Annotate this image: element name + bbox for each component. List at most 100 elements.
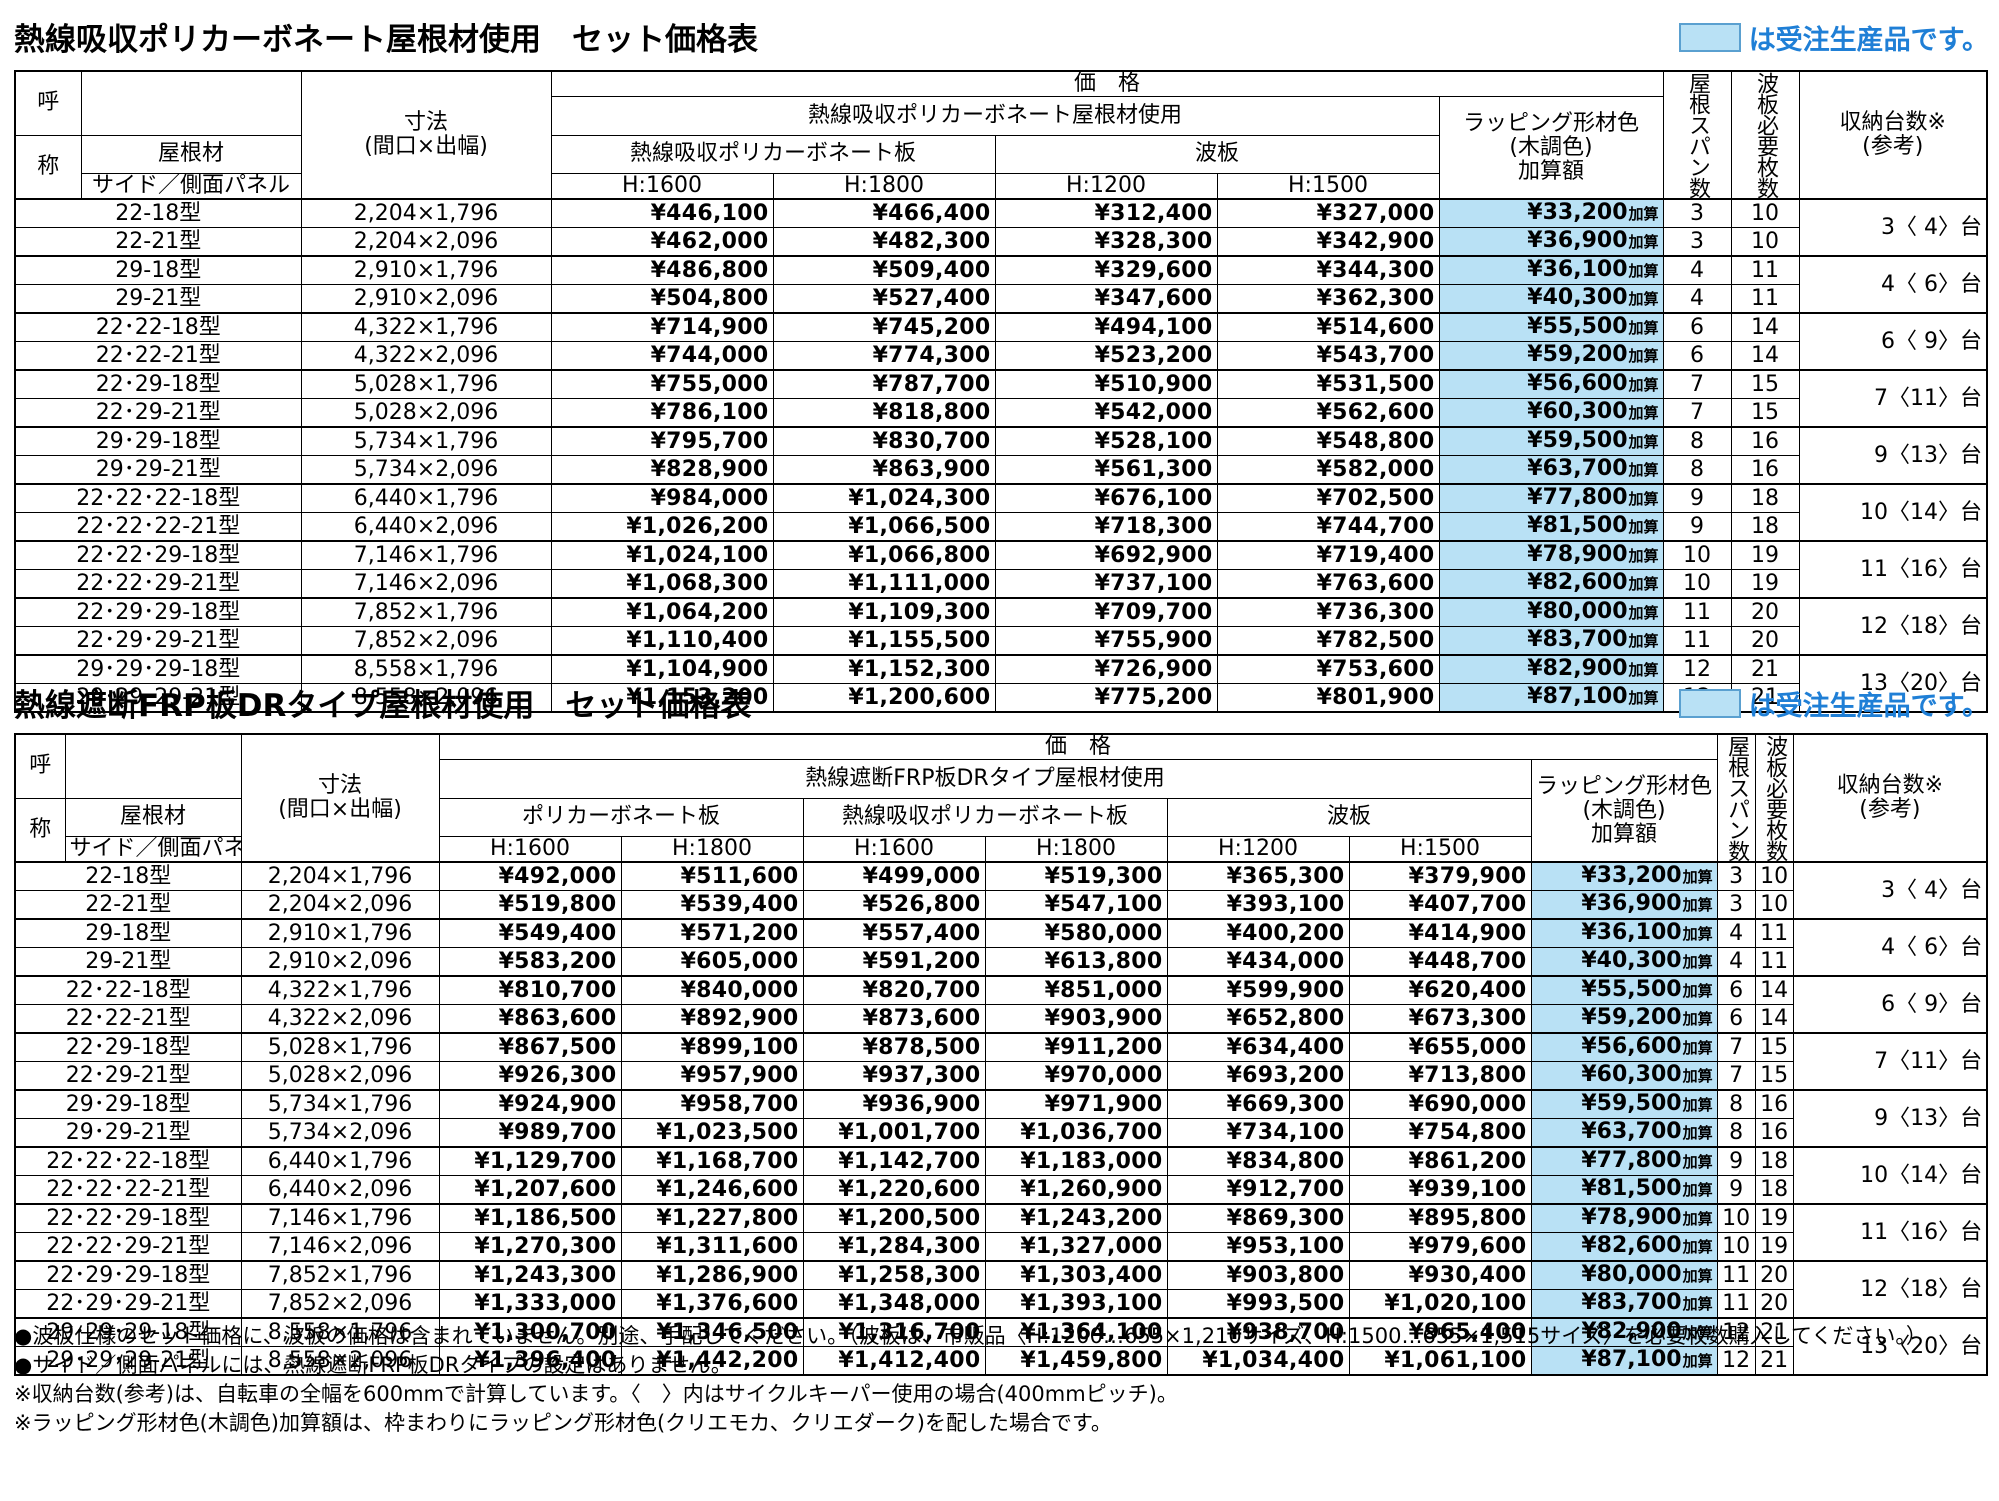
wrap-price-suffix: 加算 (1628, 347, 1659, 365)
price-cell: ¥892,900 (620, 1004, 804, 1034)
wrap-price-suffix: 加算 (1682, 925, 1713, 943)
price-cell: ¥1,129,700 (438, 1146, 622, 1176)
wrap-price-value: ¥55,500 (1581, 977, 1682, 1002)
price-cell: ¥782,500 (1216, 626, 1440, 656)
span-cell: 7 (1662, 369, 1732, 399)
wrap-price-value: ¥77,800 (1581, 1148, 1682, 1173)
wave-cell: 11 (1754, 947, 1794, 977)
price-cell: ¥993,500 (1166, 1289, 1350, 1319)
wrap-price-value: ¥55,500 (1527, 314, 1628, 339)
size-cell: 6,440×2,096 (240, 1175, 440, 1205)
wrap-price-cell: ¥40,300加算 (1530, 947, 1718, 977)
wrap-price-cell: ¥36,900加算 (1438, 227, 1664, 257)
model-cell: 22･22-18型 (14, 975, 242, 1005)
wrap-price-suffix: 加算 (1682, 953, 1713, 971)
table-row: 22･29-21型 5,028×2,096 ¥926,300 ¥957,900 ¥937… (14, 1061, 1987, 1091)
price-cell: ¥1,168,700 (620, 1146, 804, 1176)
wave-cell: 16 (1754, 1118, 1794, 1148)
wrap-price-suffix: 加算 (1628, 575, 1659, 593)
footnote: ※ラッピング形材色(木調色)加算額は、枠まわりにラッピング形材色(クリエモカ、ク… (14, 1411, 1112, 1435)
model-cell: 29･29-21型 (14, 455, 302, 485)
wrap-header: ラッピング形材色 (木調色) 加算額 (1438, 96, 1664, 200)
size-cell: 7,146×1,796 (240, 1203, 440, 1233)
wrap-price-suffix: 加算 (1682, 896, 1713, 914)
wave-cell: 15 (1730, 398, 1800, 428)
price-cell: ¥1,220,600 (802, 1175, 986, 1205)
price-table-2: 呼 寸法 (間口×出幅) 価 格 屋根スパン数 波板必要枚数 収納台数※ (参考) … (14, 733, 1989, 1376)
table-row: 22-18型 2,204×1,796 ¥492,000 ¥511,600 ¥499,00… (14, 861, 1988, 920)
size-cell: 2,204×2,096 (240, 890, 440, 920)
size-cell: 7,852×1,796 (240, 1260, 440, 1290)
wrap-price-value: ¥80,000 (1527, 599, 1628, 624)
subgroup-a-header: 熱線吸収ポリカーボネート板 (550, 134, 996, 174)
price-cell: ¥1,260,900 (984, 1175, 1168, 1205)
price-cell: ¥810,700 (438, 975, 622, 1005)
wrap-price-value: ¥59,500 (1527, 428, 1628, 453)
wrap-price-suffix: 加算 (1682, 1153, 1713, 1171)
price-cell: ¥673,300 (1348, 1004, 1532, 1034)
size-cell: 5,734×1,796 (240, 1089, 440, 1119)
footnote: ●サイド／側面パネルには、熱線遮断FRP板DRタイプの設定はありません。 (14, 1353, 732, 1377)
price-cell: ¥692,900 (994, 540, 1218, 570)
span-cell: 3 (1716, 890, 1756, 920)
wrap-price-value: ¥60,300 (1581, 1062, 1682, 1087)
wrap-price-value: ¥63,700 (1581, 1119, 1682, 1144)
wave-cell: 11 (1754, 918, 1794, 948)
price-cell: ¥828,900 (550, 455, 774, 485)
price-cell: ¥690,000 (1348, 1089, 1532, 1119)
model-cell: 22･22･22-18型 (14, 1146, 242, 1176)
price-cell: ¥1,311,600 (620, 1232, 804, 1262)
wrap-price-suffix: 加算 (1682, 1238, 1713, 1256)
h1200-header: H:1200 (1166, 836, 1350, 863)
price-cell: ¥327,000 (1216, 198, 1440, 228)
wrap-price-value: ¥56,600 (1527, 371, 1628, 396)
wrap-price-cell: ¥33,200加算 (1438, 198, 1664, 228)
price-cell: ¥834,800 (1166, 1146, 1350, 1176)
section1-legend-text: は受注生産品です。 (1748, 25, 1989, 56)
price-cell: ¥1,142,700 (802, 1146, 986, 1176)
price-cell: ¥861,200 (1348, 1146, 1532, 1176)
span-cell: 9 (1716, 1175, 1756, 1205)
table-row: 22･22･22-21型 6,440×2,096 ¥1,207,600 ¥1,246,… (14, 1175, 1987, 1205)
table-row: 22･22-21型 4,322×2,096 ¥744,000 ¥774,300 ¥523… (14, 341, 1987, 371)
wave-cell: 15 (1730, 369, 1800, 399)
price-cell: ¥863,900 (772, 455, 996, 485)
price-cell: ¥1,152,300 (772, 654, 996, 684)
price-cell: ¥1,068,300 (550, 569, 774, 599)
price-cell: ¥519,300 (984, 861, 1168, 891)
price-cell: ¥719,400 (1216, 540, 1440, 570)
capacity-cell: 3〈 4〉台 (1798, 198, 1988, 257)
model-cell: 22･22･29-18型 (14, 1203, 242, 1233)
wrap-price-cell: ¥59,500加算 (1438, 426, 1664, 456)
price-cell: ¥911,200 (984, 1032, 1168, 1062)
wrap-price-suffix: 加算 (1628, 661, 1659, 679)
span-cell: 4 (1716, 947, 1756, 977)
wave-cell: 20 (1754, 1289, 1794, 1319)
table-row: 29･29-18型 5,734×1,796 ¥924,900 ¥958,700 ¥936… (14, 1089, 1988, 1148)
call-header: 呼 (14, 733, 66, 799)
price-cell: ¥549,400 (438, 918, 622, 948)
model-cell: 22･22･22-21型 (14, 512, 302, 542)
wrap-price-cell: ¥40,300加算 (1438, 284, 1664, 314)
table-row: 22･22･22-18型 6,440×1,796 ¥1,129,700 ¥1,168,… (14, 1146, 1988, 1205)
capacity-cell: 12〈18〉台 (1792, 1260, 1988, 1319)
wrap-price-value: ¥82,600 (1527, 570, 1628, 595)
wrap-price-suffix: 加算 (1628, 290, 1659, 308)
wrap-price-suffix: 加算 (1628, 604, 1659, 622)
table-row: 29･29-18型 5,734×1,796 ¥795,700 ¥830,700 ¥528… (14, 426, 1988, 485)
price-cell: ¥531,500 (1216, 369, 1440, 399)
wrap-price-cell: ¥77,800加算 (1530, 1146, 1718, 1176)
wrap-price-value: ¥87,100 (1581, 1347, 1682, 1372)
roof-spacer (65, 733, 242, 799)
wrap-price-value: ¥33,200 (1527, 200, 1628, 225)
wave-cell: 19 (1730, 540, 1800, 570)
capacity-header: 収納台数※ (参考) (1792, 733, 1988, 863)
price-cell: ¥1,111,000 (772, 569, 996, 599)
wrap-price-value: ¥83,700 (1581, 1290, 1682, 1315)
model-cell: 22･29･29-21型 (14, 1289, 242, 1319)
price-cell: ¥400,200 (1166, 918, 1350, 948)
price-cell: ¥613,800 (984, 947, 1168, 977)
wave-cell: 14 (1754, 1004, 1794, 1034)
wrap-price-cell: ¥33,200加算 (1530, 861, 1718, 891)
footnote: ※収納台数(参考)は、自転車の全幅を600mmで計算しています。〈 〉内はサイク… (14, 1382, 1178, 1406)
